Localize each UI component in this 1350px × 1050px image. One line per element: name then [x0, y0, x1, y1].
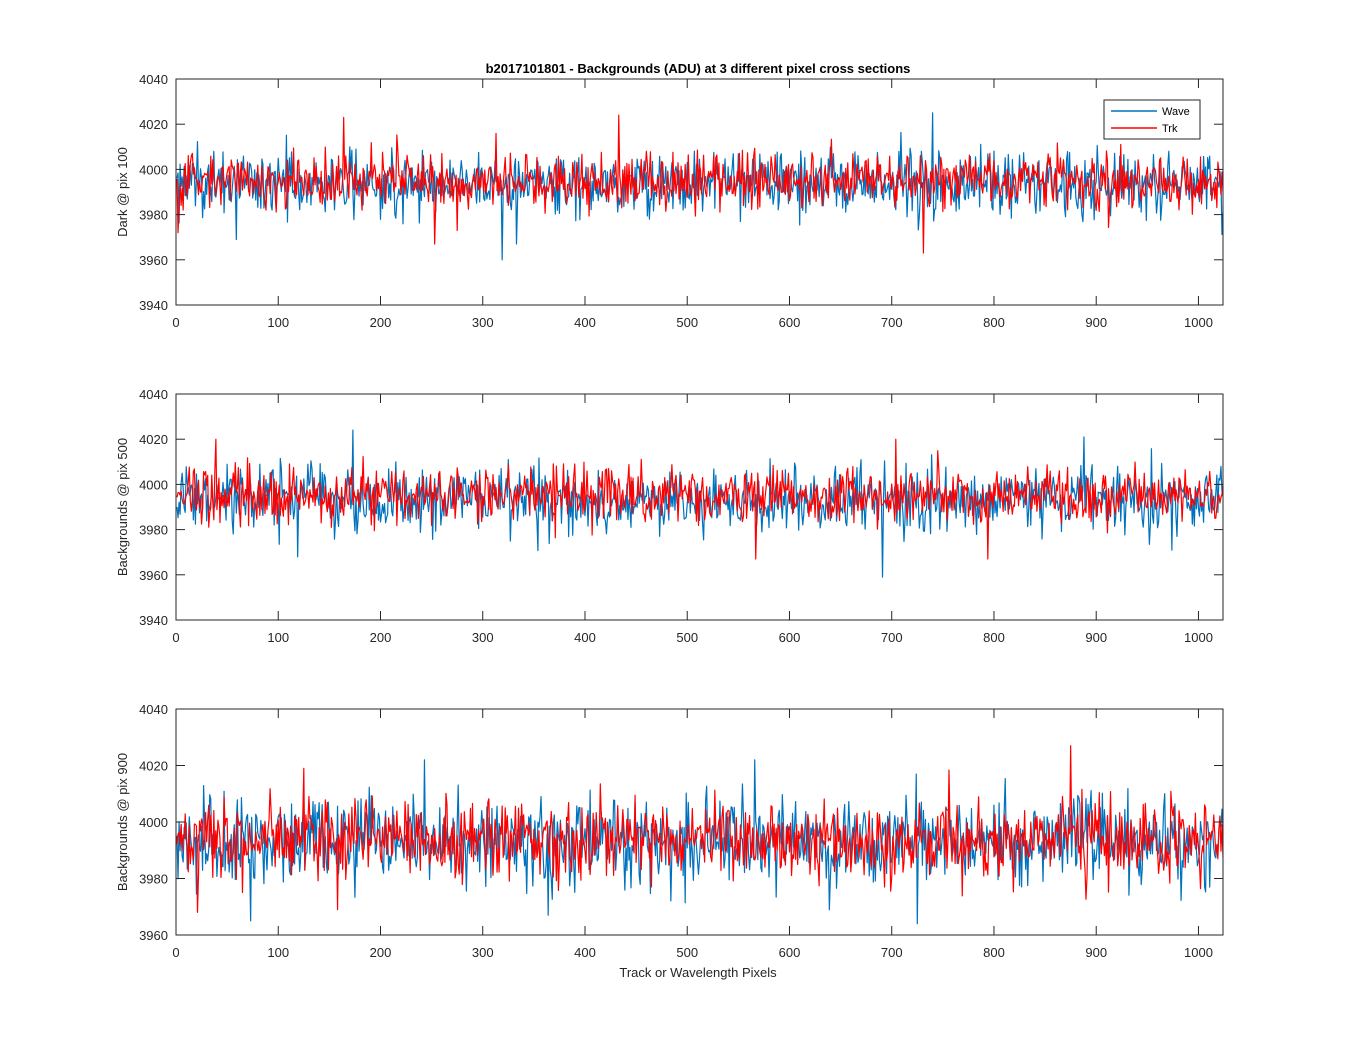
ticks: 0 100 200 300 400 500 600 700 800 900 1000 3960 3980… — [139, 702, 1223, 960]
x-tick-label: 600 — [779, 315, 801, 330]
x-tick-label: 0 — [172, 630, 179, 645]
x-tick-label: 1000 — [1184, 315, 1213, 330]
x-tick-label: 700 — [881, 315, 903, 330]
x-tick-label: 600 — [779, 630, 801, 645]
panel-dark-pix-100: 0 100 200 300 400 500 600 700 800 900 1000 3940 3960… — [115, 72, 1224, 330]
x-tick-label: 0 — [172, 315, 179, 330]
y-tick-label: 4020 — [139, 432, 168, 447]
y-tick-label: 3940 — [139, 613, 168, 628]
legend-wave-label: Wave — [1162, 106, 1190, 118]
series-line-trk — [176, 438, 1223, 560]
x-tick-label: 0 — [172, 945, 179, 960]
x-tick-label: 500 — [676, 315, 698, 330]
y-axis-label: Backgrounds @ pix 500 — [115, 438, 130, 576]
x-tick-label: 900 — [1085, 315, 1107, 330]
y-axis-label: Backgrounds @ pix 900 — [115, 753, 130, 891]
x-tick-label: 800 — [983, 630, 1005, 645]
panel-backgrounds-pix-500: 0 100 200 300 400 500 600 700 800 900 1000 3940 3960… — [115, 387, 1224, 645]
y-tick-label: 3960 — [139, 568, 168, 583]
x-tick-label: 400 — [574, 315, 596, 330]
plot-lines — [176, 112, 1223, 261]
y-tick-label: 3960 — [139, 253, 168, 268]
x-tick-label: 1000 — [1184, 945, 1213, 960]
x-tick-label: 200 — [370, 315, 392, 330]
x-tick-label: 700 — [881, 630, 903, 645]
x-tick-label: 800 — [983, 945, 1005, 960]
series-line-wave — [176, 112, 1223, 261]
x-tick-label: 100 — [267, 315, 289, 330]
y-tick-label: 4000 — [139, 162, 168, 177]
series-line-trk — [176, 114, 1223, 254]
series-line-trk — [176, 745, 1223, 913]
ticks: 0 100 200 300 400 500 600 700 800 900 1000 3940 3960… — [139, 72, 1223, 330]
x-tick-label: 200 — [370, 945, 392, 960]
legend: Wave Trk — [1103, 99, 1201, 140]
x-tick-label: 600 — [779, 945, 801, 960]
x-tick-label: 800 — [983, 315, 1005, 330]
x-tick-label: 900 — [1085, 945, 1107, 960]
y-tick-label: 3980 — [139, 208, 168, 223]
x-tick-label: 300 — [472, 945, 494, 960]
plot-lines — [176, 745, 1223, 925]
x-tick-label: 900 — [1085, 630, 1107, 645]
y-tick-label: 3960 — [139, 928, 168, 943]
plot-lines — [176, 429, 1223, 578]
x-tick-label: 200 — [370, 630, 392, 645]
ticks: 0 100 200 300 400 500 600 700 800 900 1000 3940 3960… — [139, 387, 1223, 645]
y-tick-label: 4000 — [139, 815, 168, 830]
panel-backgrounds-pix-900: 0 100 200 300 400 500 600 700 800 900 1000 3960 3980… — [115, 702, 1224, 960]
x-tick-label: 1000 — [1184, 630, 1213, 645]
x-tick-label: 100 — [267, 630, 289, 645]
axes-box — [175, 78, 1224, 306]
y-tick-label: 4040 — [139, 72, 168, 87]
y-tick-label: 4020 — [139, 117, 168, 132]
y-axis-label: Dark @ pix 100 — [115, 147, 130, 237]
x-tick-label: 400 — [574, 945, 596, 960]
y-tick-label: 4040 — [139, 702, 168, 717]
figure-title: b2017101801 - Backgrounds (ADU) at 3 dif… — [486, 61, 911, 76]
y-tick-label: 4020 — [139, 759, 168, 774]
x-tick-label: 400 — [574, 630, 596, 645]
x-tick-label: 500 — [676, 945, 698, 960]
y-tick-label: 4000 — [139, 477, 168, 492]
x-tick-label: 100 — [267, 945, 289, 960]
y-tick-label: 3980 — [139, 523, 168, 538]
legend-trk-label: Trk — [1162, 123, 1178, 135]
x-tick-label: 500 — [676, 630, 698, 645]
y-tick-label: 4040 — [139, 387, 168, 402]
y-tick-label: 3980 — [139, 872, 168, 887]
axes-box — [175, 393, 1224, 621]
x-tick-label: 300 — [472, 315, 494, 330]
y-tick-label: 3940 — [139, 298, 168, 313]
x-tick-label: 700 — [881, 945, 903, 960]
x-tick-label: 300 — [472, 630, 494, 645]
x-axis-label: Track or Wavelength Pixels — [619, 965, 777, 980]
legend-box — [1103, 99, 1201, 140]
